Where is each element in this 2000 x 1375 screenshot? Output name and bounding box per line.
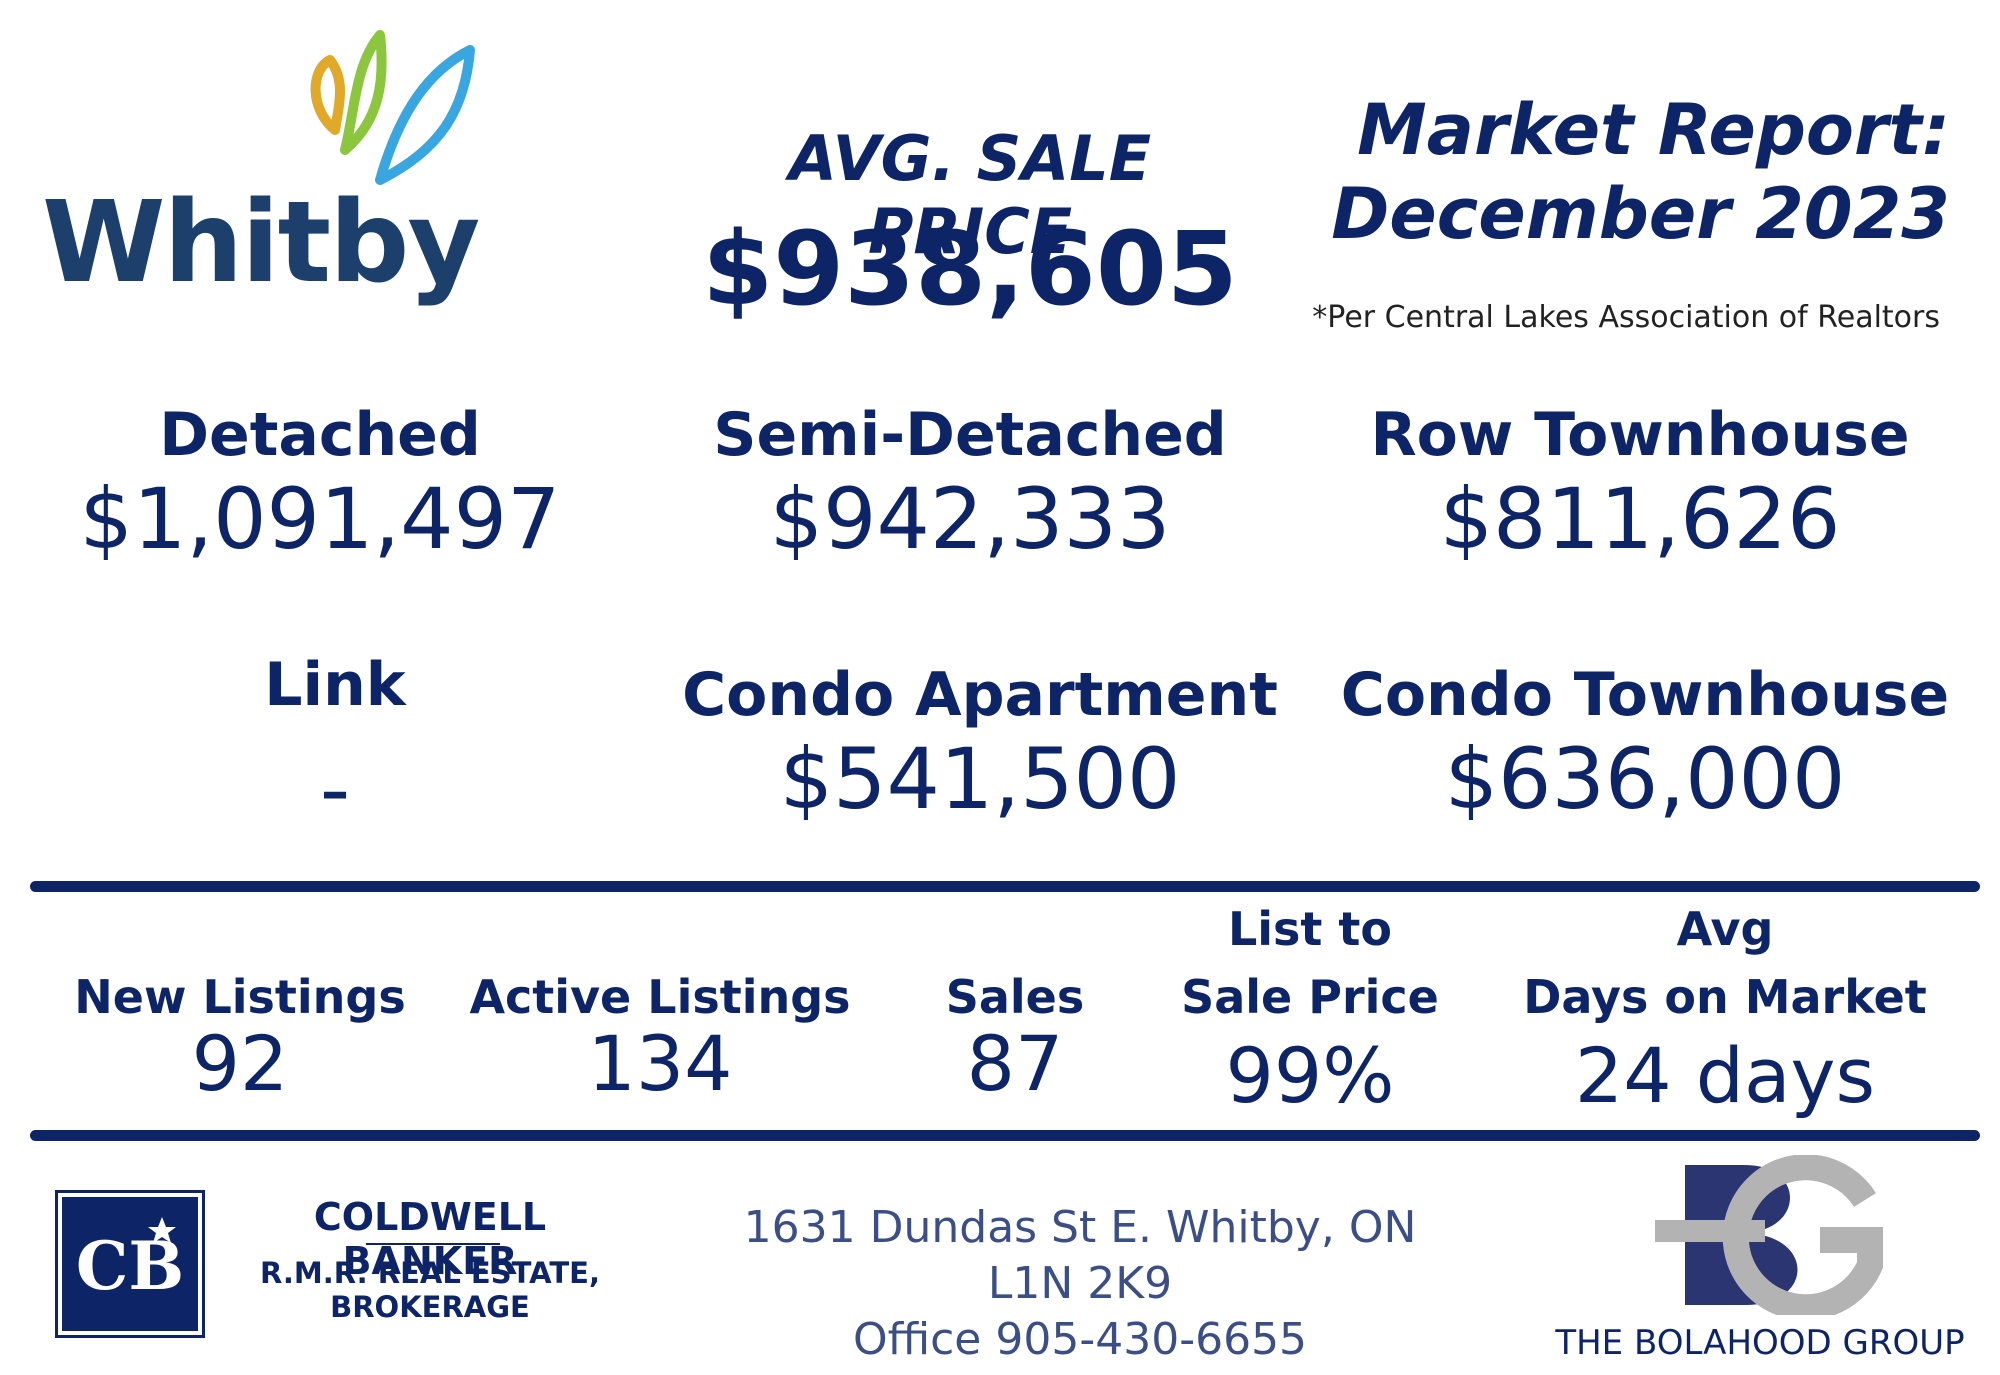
category-label: Condo Apartment bbox=[682, 660, 1278, 730]
divider-top bbox=[30, 881, 1980, 892]
stat-label-line1: Avg bbox=[1676, 902, 1774, 956]
stat-label-line2: Active Listings bbox=[469, 970, 851, 1024]
coldwell-banker-logo-icon: CB bbox=[55, 1190, 205, 1338]
cb-monogram-text: CB bbox=[76, 1227, 184, 1305]
category-value: $942,333 bbox=[769, 470, 1171, 568]
report-title-line1: Market Report: bbox=[1357, 89, 1950, 171]
category-detached: Detached $1,091,497 bbox=[40, 400, 600, 568]
office-phone: Office 905-430-6655 bbox=[852, 1314, 1308, 1365]
stat-label-line1 bbox=[460, 895, 860, 963]
divider-bottom bbox=[30, 1130, 1980, 1141]
brokerage-divider bbox=[366, 1243, 500, 1245]
category-link: Link - bbox=[40, 650, 630, 838]
category-label: Row Townhouse bbox=[1370, 400, 1910, 470]
brokerage-sub-line2: BROKERAGE bbox=[330, 1290, 530, 1324]
category-value: $541,500 bbox=[779, 730, 1181, 828]
category-semi-detached: Semi-Detached $942,333 bbox=[690, 400, 1250, 568]
stat-value: 92 bbox=[191, 1019, 289, 1108]
report-source-note: *Per Central Lakes Association of Realto… bbox=[1312, 300, 1940, 335]
bolahood-group-name: THE BOLAHOOD GROUP bbox=[1555, 1323, 1965, 1363]
stat-value: 24 days bbox=[1574, 1031, 1876, 1120]
stat-value: 134 bbox=[587, 1019, 733, 1108]
category-value: - bbox=[319, 740, 351, 838]
stat-avg-days-on-market: Avg Days on Market 24 days bbox=[1500, 895, 1950, 1120]
cb-monogram-icon: CB bbox=[76, 1217, 184, 1305]
stat-label-line2: Sale Price bbox=[1181, 970, 1439, 1024]
category-value: $1,091,497 bbox=[79, 470, 561, 568]
brokerage-name: COLDWELL BANKER bbox=[313, 1195, 547, 1283]
category-row-townhouse: Row Townhouse $811,626 bbox=[1330, 400, 1950, 568]
whitby-leaf-logo-icon bbox=[310, 30, 475, 185]
category-label: Detached bbox=[159, 400, 481, 470]
category-label: Semi-Detached bbox=[713, 400, 1227, 470]
stat-label-line2: New Listings bbox=[74, 970, 406, 1024]
avg-sale-price-value: $938,605 bbox=[702, 210, 1238, 329]
address-line: 1631 Dundas St E. Whitby, ON L1N 2K9 bbox=[743, 1202, 1417, 1309]
whitby-logo-text: Whitby bbox=[42, 178, 480, 308]
stat-active-listings: Active Listings 134 bbox=[460, 895, 860, 1108]
category-condo-townhouse: Condo Townhouse $636,000 bbox=[1320, 660, 1970, 828]
stat-label-line2: Sales bbox=[945, 970, 1085, 1024]
stat-sales: Sales 87 bbox=[900, 895, 1130, 1108]
brokerage-sub-line1: R.M.R. REAL ESTATE, bbox=[260, 1256, 600, 1290]
category-label: Condo Townhouse bbox=[1340, 660, 1950, 730]
report-title: Market Report: December 2023 bbox=[1330, 88, 1950, 256]
stat-value: 87 bbox=[966, 1019, 1064, 1108]
stat-value: 99% bbox=[1225, 1031, 1395, 1120]
brokerage-subtitle: R.M.R. REAL ESTATE, BROKERAGE bbox=[240, 1256, 620, 1324]
category-condo-apartment: Condo Apartment $541,500 bbox=[675, 660, 1285, 828]
office-address: 1631 Dundas St E. Whitby, ON L1N 2K9 Off… bbox=[700, 1200, 1460, 1368]
avg-sale-price-label: AVG. SALE PRICE bbox=[788, 122, 1152, 268]
stat-label-line2: Days on Market bbox=[1523, 970, 1927, 1024]
category-value: $811,626 bbox=[1439, 470, 1841, 568]
stat-label-line1: List to bbox=[1227, 902, 1393, 956]
stat-list-to-sale-price: List to Sale Price 99% bbox=[1170, 895, 1450, 1120]
report-title-line2: December 2023 bbox=[1331, 173, 1950, 255]
bolahood-group-logo-icon bbox=[1655, 1155, 1883, 1315]
category-value: $636,000 bbox=[1444, 730, 1846, 828]
stat-label-line1 bbox=[50, 895, 430, 963]
category-label: Link bbox=[264, 650, 406, 720]
stat-new-listings: New Listings 92 bbox=[50, 895, 430, 1108]
stat-label-line1 bbox=[900, 895, 1130, 963]
